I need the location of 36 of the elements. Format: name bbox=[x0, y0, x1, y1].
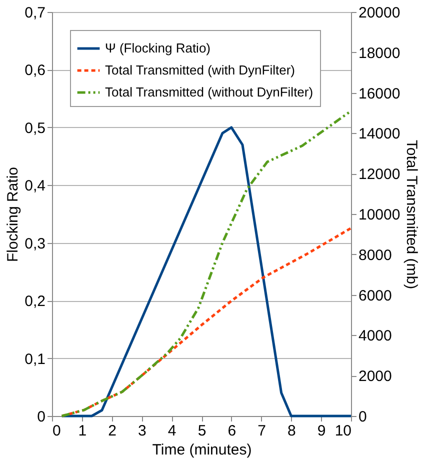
y2-tick-label: 8000 bbox=[358, 246, 392, 264]
y2-tick-label: 12000 bbox=[358, 166, 400, 184]
x-tick-label: 7 bbox=[258, 422, 266, 440]
y2-tick-label: 0 bbox=[358, 408, 367, 426]
x-tick-label: 8 bbox=[288, 422, 296, 440]
y2-tick-label: 14000 bbox=[358, 126, 400, 143]
y-tick-label: 0,4 bbox=[24, 178, 46, 195]
y2-axis-title: Total Transmitted (mb) bbox=[403, 140, 420, 290]
legend-label: Ψ (Flocking Ratio) bbox=[105, 40, 210, 56]
y2-tick-label: 2000 bbox=[358, 368, 392, 386]
y2-tick-label: 6000 bbox=[358, 287, 392, 304]
y-tick-label: 0 bbox=[37, 408, 46, 426]
y-tick-label: 0,1 bbox=[24, 350, 46, 368]
x-axis-title: Time (minutes) bbox=[152, 442, 252, 458]
x-tick-label: 9 bbox=[317, 422, 326, 440]
y-tick-label: 0,3 bbox=[24, 235, 46, 252]
x-tick-label: 6 bbox=[228, 422, 236, 440]
x-tick-label: 2 bbox=[108, 422, 116, 440]
y2-tick-label: 4000 bbox=[358, 328, 392, 345]
y-tick-label: 0,7 bbox=[24, 4, 46, 22]
y2-tick-label: 16000 bbox=[358, 85, 400, 102]
y-tick-label: 0,2 bbox=[24, 293, 46, 310]
y2-tick-label: 18000 bbox=[358, 44, 400, 62]
x-tick-label: 3 bbox=[138, 422, 146, 440]
y2-tick-label: 10000 bbox=[358, 206, 400, 224]
y2-tick-label: 20000 bbox=[358, 4, 400, 22]
x-tick-label: 5 bbox=[198, 422, 206, 440]
x-tick-label: 4 bbox=[168, 422, 176, 440]
x-tick-label: 10 bbox=[334, 422, 352, 440]
y-axis-title: Flocking Ratio bbox=[4, 166, 22, 262]
legend-label: Total Transmitted (with DynFilter) bbox=[105, 62, 295, 78]
x-tick-label: 1 bbox=[78, 422, 87, 440]
y-tick-label: 0,5 bbox=[24, 120, 46, 137]
x-tick-label: 0 bbox=[52, 422, 61, 440]
y-tick-label: 0,6 bbox=[24, 62, 46, 80]
legend-label: Total Transmitted (without DynFilter) bbox=[105, 84, 314, 100]
